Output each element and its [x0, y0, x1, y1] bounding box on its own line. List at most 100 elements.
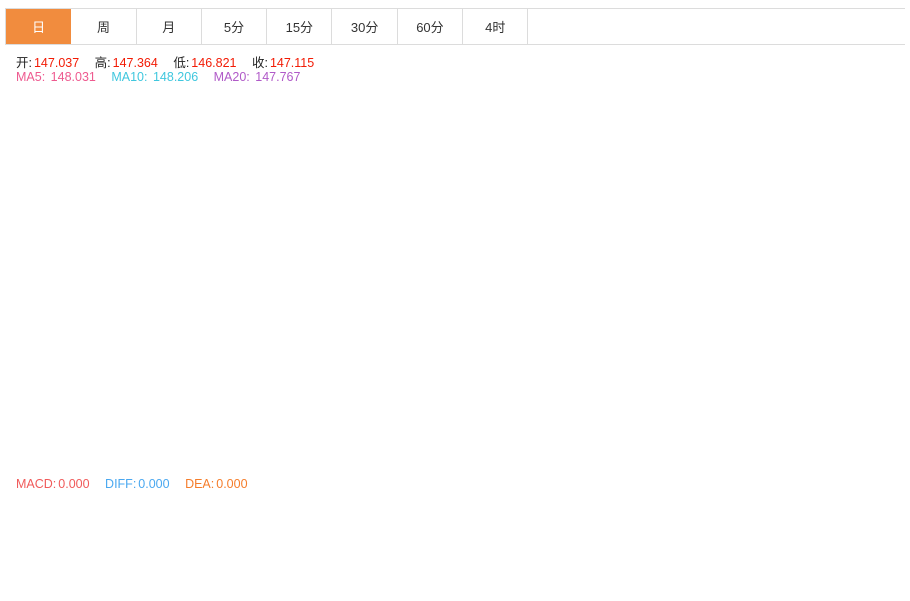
candle-body	[208, 218, 218, 266]
low-label: 低:	[173, 56, 190, 70]
macd-bar	[148, 541, 158, 566]
ma20-value: 147.767	[255, 70, 301, 84]
diff-line	[8, 502, 790, 590]
last-price-label: 147.115	[843, 289, 886, 303]
candle-body	[736, 152, 746, 168]
candle-body	[640, 282, 650, 332]
candle-body	[616, 266, 626, 292]
candle-body	[724, 152, 734, 202]
tab-3[interactable]: 5分	[202, 9, 268, 44]
tab-2[interactable]: 月	[137, 9, 202, 44]
candle-body	[568, 243, 578, 276]
candle-body	[460, 261, 470, 282]
candle-body	[556, 223, 566, 282]
candle-body	[772, 253, 782, 299]
tab-0[interactable]: 日	[6, 9, 72, 44]
candle-body	[160, 282, 170, 325]
macd-bar	[544, 538, 554, 542]
candle-body	[184, 303, 194, 333]
candle-body	[592, 277, 602, 282]
ma20-line	[8, 251, 790, 427]
candle-body	[760, 217, 770, 254]
candle-body	[520, 229, 530, 296]
tab-7[interactable]: 4时	[463, 9, 529, 44]
macd-bar	[508, 541, 518, 543]
tab-4[interactable]: 15分	[267, 9, 333, 44]
y-tick-label: 146.806	[842, 305, 886, 319]
diff-value: 0.000	[138, 477, 170, 491]
macd-bar	[448, 541, 458, 546]
candle-body	[448, 261, 458, 312]
candle-body	[400, 255, 410, 268]
macd-bar	[592, 541, 602, 558]
macd-bar	[28, 541, 38, 575]
macd-bar	[160, 541, 170, 570]
candle-body	[388, 254, 398, 296]
macd-bar	[652, 541, 662, 556]
candle-body	[784, 295, 794, 300]
ma5-value: 148.031	[50, 70, 96, 84]
macd-bar	[16, 541, 26, 590]
macd-bar	[352, 540, 362, 542]
candle-body	[52, 326, 62, 346]
candle-body	[688, 256, 698, 267]
candle-body	[256, 102, 266, 282]
candle-body	[268, 289, 278, 299]
dea-line	[8, 522, 790, 565]
ma-readout: MA5: 148.031 MA10: 148.206 MA20: 147.767	[16, 70, 302, 84]
macd-bar	[484, 541, 494, 554]
candle-body	[664, 249, 674, 307]
tab-1[interactable]: 周	[71, 9, 137, 44]
candle-body	[88, 263, 98, 295]
macd-bar	[340, 539, 350, 542]
close-label: 收:	[251, 56, 268, 70]
candle-body	[628, 273, 638, 283]
candle-body	[124, 217, 134, 260]
macd-value: 0.000	[58, 477, 90, 491]
macd-bar	[52, 541, 62, 570]
candle-body	[712, 201, 722, 269]
macd-bar	[412, 541, 422, 543]
macd-bar	[520, 531, 530, 542]
macd-bar	[280, 541, 290, 544]
macd-bar	[784, 541, 794, 543]
macd-bar	[424, 538, 434, 542]
candle-body	[352, 260, 362, 283]
macd-bar	[316, 535, 326, 542]
candle-body	[64, 339, 74, 343]
candle-body	[376, 261, 386, 293]
candle-body	[364, 261, 374, 284]
macd-readout: MACD: 0.000 DIFF: 0.000 DEA: 0.000	[16, 477, 250, 491]
tab-6[interactable]: 60分	[398, 9, 464, 44]
y-tick-label: 146.247	[842, 335, 886, 349]
tab-5[interactable]: 30分	[332, 9, 398, 44]
macd-bar	[364, 539, 374, 542]
candle-body	[328, 240, 338, 278]
macd-bar	[628, 541, 638, 566]
dea-label: DEA:	[185, 477, 215, 491]
candle-body	[496, 299, 506, 310]
macd-bar	[772, 540, 782, 542]
last-price-badge	[836, 287, 905, 304]
candle-body	[112, 203, 122, 261]
macd-bar	[88, 537, 98, 542]
macd-bar	[100, 531, 110, 542]
macd-bar	[724, 498, 734, 542]
candle-body	[472, 282, 482, 284]
ma10-label: MA10:	[111, 70, 148, 84]
candle-body	[76, 279, 86, 345]
macd-bar	[436, 541, 446, 551]
candle-body	[316, 261, 326, 299]
ma10-line	[8, 232, 790, 427]
candle-body	[412, 267, 422, 286]
macd-bar	[556, 541, 566, 551]
macd-bar	[40, 541, 50, 570]
macd-bar	[76, 541, 86, 544]
candle-body	[244, 101, 254, 170]
y-tick-label: 145.689	[842, 365, 886, 379]
macd-bar	[472, 541, 482, 551]
candle-body	[292, 272, 302, 285]
macd-bar	[736, 508, 746, 542]
candle-body	[484, 282, 494, 306]
